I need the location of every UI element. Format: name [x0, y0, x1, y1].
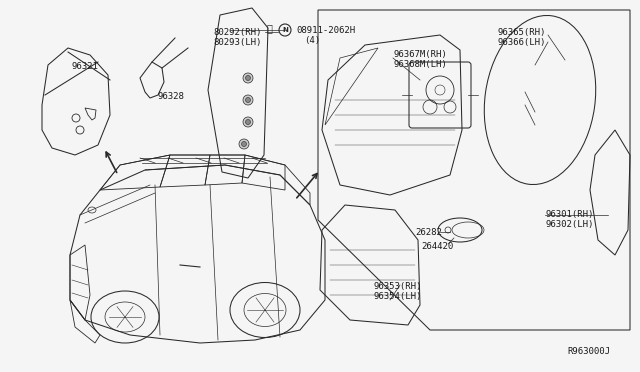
Text: N: N [282, 27, 288, 33]
Text: 96353(RH): 96353(RH) [373, 282, 421, 291]
Text: R963000J: R963000J [567, 347, 610, 356]
Ellipse shape [246, 76, 250, 80]
Text: 80293(LH): 80293(LH) [213, 38, 261, 47]
Ellipse shape [246, 119, 250, 125]
Text: 96366(LH): 96366(LH) [497, 38, 545, 47]
Text: (4): (4) [304, 36, 320, 45]
Ellipse shape [243, 117, 253, 127]
Ellipse shape [241, 141, 246, 147]
Text: 96328: 96328 [158, 92, 185, 101]
Text: 96368M(LH): 96368M(LH) [393, 60, 447, 69]
Text: 96321: 96321 [72, 62, 99, 71]
Ellipse shape [239, 139, 249, 149]
Text: 264420: 264420 [421, 242, 453, 251]
Ellipse shape [243, 95, 253, 105]
Text: Ⓝ: Ⓝ [266, 23, 272, 33]
Text: 96367M(RH): 96367M(RH) [393, 50, 447, 59]
Text: 80292(RH): 80292(RH) [213, 28, 261, 37]
Text: 08911-2062H: 08911-2062H [296, 26, 355, 35]
Text: 26282: 26282 [415, 228, 442, 237]
Text: 96302(LH): 96302(LH) [546, 220, 595, 229]
Ellipse shape [246, 97, 250, 103]
Ellipse shape [243, 73, 253, 83]
Text: 96301(RH): 96301(RH) [546, 210, 595, 219]
Text: 96354(LH): 96354(LH) [373, 292, 421, 301]
Text: 96365(RH): 96365(RH) [497, 28, 545, 37]
